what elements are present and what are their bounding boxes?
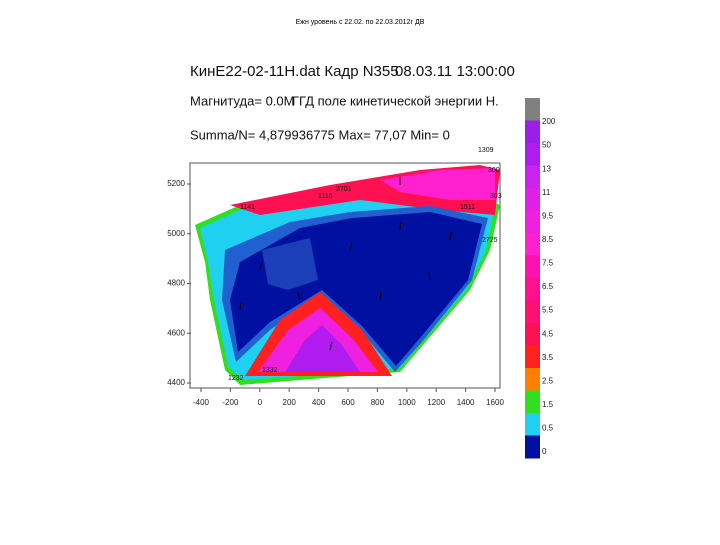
colorbar-label: 13 [542, 164, 551, 173]
colorbar-block [525, 435, 540, 459]
magnitude: Магнитуда= 0.0M [190, 93, 294, 108]
colorbar-block [525, 120, 540, 144]
x-tick-label: -400 [193, 398, 210, 407]
x-tick-label: 1400 [457, 398, 475, 407]
colorbar-block [525, 188, 540, 211]
contour-band [380, 168, 495, 200]
arrow [297, 291, 301, 301]
colorbar-label: 11 [542, 188, 551, 197]
arrow [399, 221, 402, 231]
y-tick-label: 5200 [167, 179, 185, 188]
field-name: ГГД поле кинетической энергии Н. [292, 93, 499, 108]
arrow [379, 291, 382, 301]
y-tick-label: 5000 [167, 229, 185, 238]
arrow [428, 271, 431, 281]
colorbar-block [525, 413, 540, 436]
y-tick-label: 4400 [167, 378, 185, 387]
x-tick-label: 400 [312, 398, 326, 407]
file-name: КинE22-02-11H.dat Кадр N355 [190, 63, 399, 80]
station-label: 300 [488, 167, 500, 174]
colorbar-label: 0 [542, 447, 547, 456]
colorbar-block [525, 323, 540, 346]
colorbar-block [525, 255, 540, 279]
colorbar-block [525, 300, 540, 324]
colorbar-block [525, 210, 540, 234]
colorbar-block [525, 233, 540, 256]
caption: Ежн уровень с 22.02. по 22.03.2012г ДВ [296, 19, 425, 26]
colorbar-label: 5.5 [542, 306, 554, 315]
station-label: 1232 [228, 375, 244, 382]
x-tick-label: 600 [341, 398, 355, 407]
colorbar-block [525, 390, 540, 414]
y-tick-label: 4600 [167, 328, 185, 337]
x-tick-label: 0 [258, 398, 263, 407]
colorbar-label: 200 [542, 117, 556, 126]
colorbar-label: 2.5 [542, 376, 554, 385]
x-tick-label: 1600 [486, 398, 504, 407]
summary: Summa/N= 4,879936775 Max= 77,07 Min= 0 [190, 127, 450, 142]
station-label: 1116 [318, 193, 333, 200]
date-time: 08.03.11 13:00:00 [395, 63, 515, 80]
arrow [349, 241, 353, 251]
x-tick-label: 1200 [427, 398, 445, 407]
colorbar-label: 50 [542, 141, 551, 150]
station-label: 2701 [336, 186, 352, 193]
station-label: 303 [490, 193, 502, 200]
station-label: 1332 [262, 367, 278, 374]
x-tick-label: 800 [371, 398, 385, 407]
colorbar-label: 0.5 [542, 424, 554, 433]
colorbar-label: 8.5 [542, 235, 554, 244]
colorbar-block [525, 345, 540, 369]
arrow [449, 231, 452, 241]
arrow [239, 301, 242, 311]
colorbar-block [525, 143, 540, 166]
colorbar-label: 1.5 [542, 400, 554, 409]
contour-map: 1309 300 303 2701 1116 1141 1511 2725 12… [189, 147, 502, 389]
colorbar-label: 9.5 [542, 211, 554, 220]
colorbar-label: 4.5 [542, 329, 554, 338]
colorbar-label: 3.5 [542, 353, 554, 362]
contour-band [262, 238, 318, 290]
colorbar-block [525, 98, 540, 121]
colorbar-block [525, 165, 540, 189]
arrow [259, 261, 263, 271]
flow-arrows [239, 177, 452, 351]
arrow [329, 341, 333, 351]
colorbar-block [525, 368, 540, 391]
station-label: 2725 [482, 237, 498, 244]
contour-band [285, 325, 360, 372]
station-label: 1511 [460, 204, 475, 211]
colorbar-label: 6.5 [542, 282, 554, 291]
x-tick-label: 200 [283, 398, 297, 407]
station-label: 1309 [478, 147, 494, 154]
station-label: 1141 [240, 204, 255, 211]
colorbar-block [525, 278, 540, 301]
x-tick-label: -200 [222, 398, 239, 407]
colorbar-label: 7.5 [542, 259, 554, 268]
y-tick-label: 4800 [167, 279, 185, 288]
x-tick-label: 1000 [398, 398, 416, 407]
